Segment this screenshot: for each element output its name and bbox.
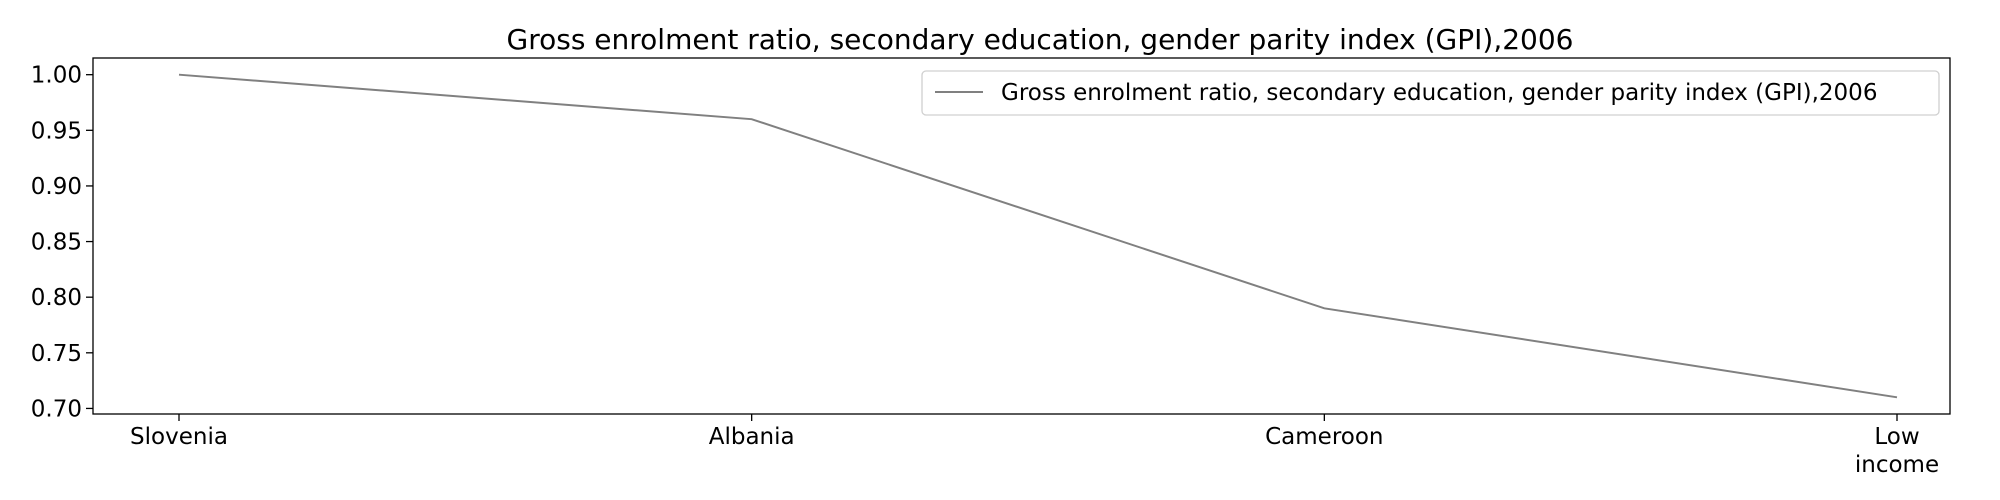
y-tick-label: 0.95 (31, 118, 82, 144)
y-tick-label: 0.75 (31, 341, 82, 367)
y-tick-label: 0.90 (31, 174, 82, 200)
y-tick-label: 0.85 (31, 230, 82, 256)
x-tick-label: Slovenia (130, 424, 228, 450)
y-tick-label: 0.80 (31, 285, 82, 311)
y-tick-label: 0.70 (31, 396, 82, 422)
chart-title: Gross enrolment ratio, secondary educati… (507, 23, 1574, 56)
series-line (178, 73, 1898, 399)
x-tick-label: Cameroon (1265, 424, 1383, 450)
x-tick-label: Albania (709, 424, 795, 450)
legend: Gross enrolment ratio, secondary educati… (921, 70, 1940, 116)
series-layer (178, 73, 1898, 399)
x-tick-label: Low income (1855, 424, 1939, 478)
y-tick-label: 1.00 (31, 63, 82, 89)
x-axis: Slovenia Albania Cameroon Low income (130, 414, 1939, 478)
plot-area (92, 57, 1951, 415)
legend-label: Gross enrolment ratio, secondary educati… (1001, 80, 1877, 106)
legend-box (921, 70, 1940, 116)
y-axis: 0.70 0.75 0.80 0.85 0.90 0.95 1.00 (31, 63, 93, 422)
